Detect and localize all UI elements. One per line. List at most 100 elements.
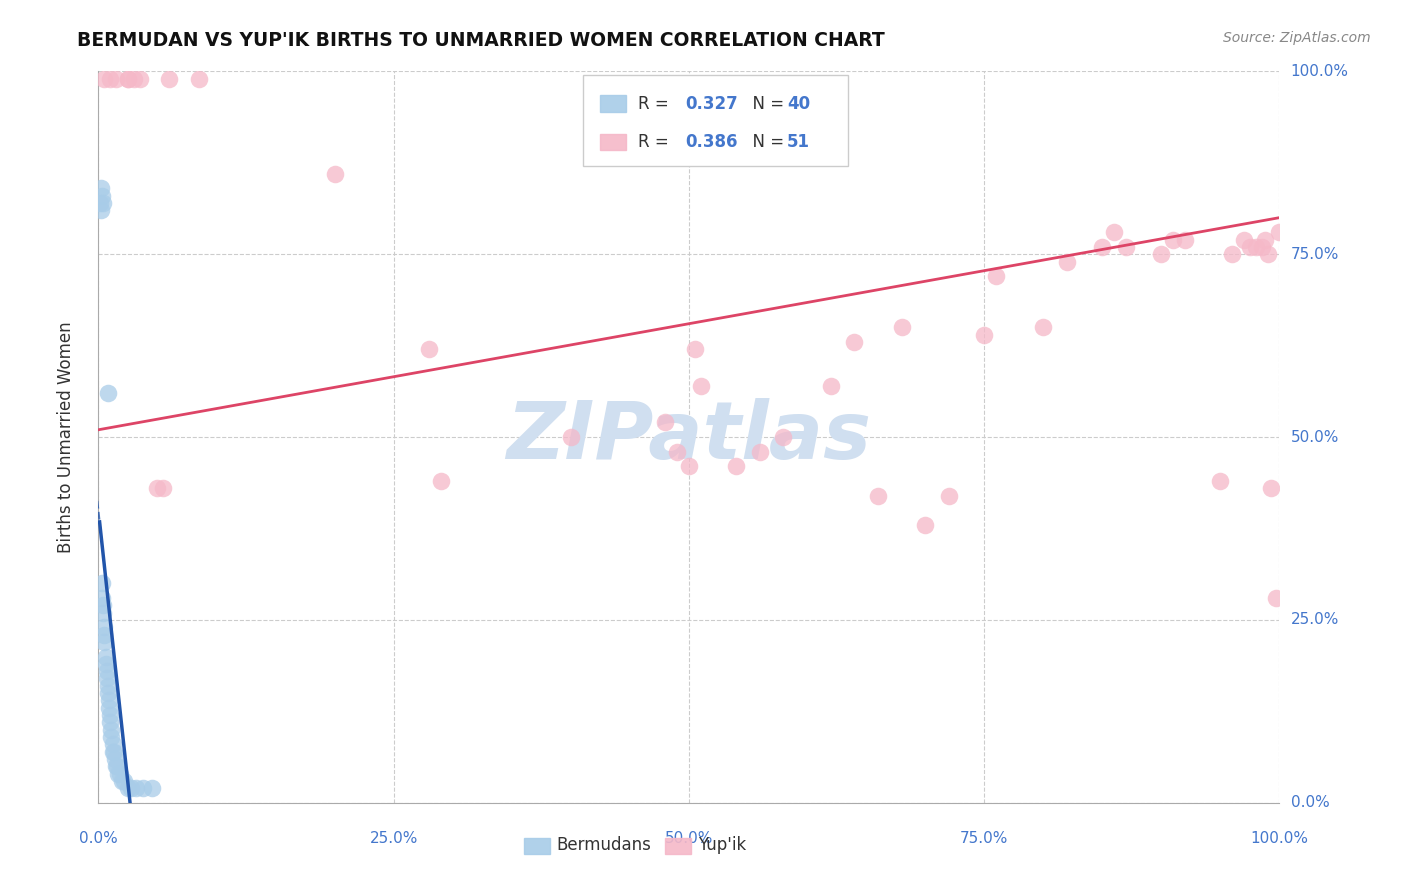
Point [97, 386, 120, 401]
Point [93, 71, 115, 86]
Point [117, 71, 139, 86]
Text: 100.0%: 100.0% [1250, 830, 1309, 846]
Point [1239, 240, 1261, 254]
Point [96, 664, 118, 678]
Point [1056, 254, 1078, 268]
Text: 25.0%: 25.0% [1291, 613, 1339, 627]
Point [748, 444, 770, 458]
Point [117, 781, 139, 796]
Text: 0.0%: 0.0% [79, 830, 118, 846]
Text: 0.327: 0.327 [685, 95, 738, 112]
Point [187, 71, 209, 86]
Point [1254, 233, 1277, 247]
Text: R =: R = [638, 95, 673, 112]
Point [91, 591, 114, 605]
Point [666, 444, 689, 458]
Point [100, 723, 122, 737]
Text: 0.386: 0.386 [685, 133, 738, 151]
Text: 51: 51 [787, 133, 810, 151]
Bar [523, 838, 550, 854]
Point [152, 481, 174, 495]
Point [1268, 225, 1291, 239]
Point [1257, 247, 1279, 261]
Text: 50.0%: 50.0% [1291, 430, 1339, 444]
Text: ZIPatlas: ZIPatlas [506, 398, 872, 476]
Point [111, 773, 134, 788]
Point [101, 737, 124, 751]
Point [1250, 240, 1272, 254]
Point [973, 327, 995, 342]
Point [125, 781, 148, 796]
Point [1174, 233, 1197, 247]
Point [98, 715, 121, 730]
Point [132, 781, 155, 796]
Point [683, 343, 706, 357]
Point [146, 481, 169, 495]
Text: N =: N = [742, 133, 789, 151]
Point [1102, 225, 1125, 239]
Point [560, 430, 582, 444]
Point [93, 620, 115, 634]
Point [689, 379, 711, 393]
Point [94, 649, 117, 664]
Bar [600, 134, 626, 150]
Point [98, 708, 121, 723]
Point [844, 334, 866, 349]
Text: BERMUDAN VS YUP'IK BIRTHS TO UNMARRIED WOMEN CORRELATION CHART: BERMUDAN VS YUP'IK BIRTHS TO UNMARRIED W… [77, 31, 886, 50]
Point [984, 269, 1007, 284]
FancyBboxPatch shape [582, 75, 848, 167]
Point [1244, 240, 1267, 254]
Point [89, 196, 111, 211]
Point [1115, 240, 1137, 254]
Text: 0.0%: 0.0% [1291, 796, 1329, 810]
Text: 40: 40 [787, 95, 810, 112]
Point [93, 635, 115, 649]
Point [98, 693, 121, 707]
Point [1260, 481, 1282, 495]
Point [654, 416, 676, 430]
Point [98, 71, 121, 86]
Point [105, 759, 128, 773]
Point [725, 459, 748, 474]
Point [105, 759, 128, 773]
Point [108, 766, 131, 780]
Point [772, 430, 794, 444]
Point [866, 489, 889, 503]
Text: Bermudans: Bermudans [557, 836, 651, 855]
Text: 100.0%: 100.0% [1291, 64, 1348, 78]
Point [141, 781, 163, 796]
Text: 75.0%: 75.0% [1291, 247, 1339, 261]
Text: 25.0%: 25.0% [370, 830, 418, 846]
Point [1161, 233, 1184, 247]
Point [90, 181, 112, 195]
Text: 75.0%: 75.0% [960, 830, 1008, 846]
Point [97, 679, 120, 693]
Point [678, 459, 700, 474]
Point [323, 167, 346, 181]
Point [938, 489, 960, 503]
Point [103, 745, 125, 759]
Point [112, 773, 135, 788]
Point [98, 700, 121, 714]
Point [91, 606, 114, 620]
Point [914, 517, 936, 532]
Point [430, 474, 453, 488]
Point [418, 343, 440, 357]
Point [94, 657, 117, 671]
Text: Source: ZipAtlas.com: Source: ZipAtlas.com [1223, 31, 1371, 45]
Point [107, 766, 129, 780]
Point [128, 71, 150, 86]
Point [97, 686, 120, 700]
Point [820, 379, 842, 393]
Point [1220, 247, 1243, 261]
Point [1150, 247, 1173, 261]
Bar [665, 838, 692, 854]
Point [96, 672, 118, 686]
Point [90, 203, 112, 218]
Point [93, 627, 115, 641]
Point [122, 71, 145, 86]
Point [1209, 474, 1232, 488]
Point [105, 71, 128, 86]
Point [890, 320, 912, 334]
Point [1264, 591, 1286, 605]
